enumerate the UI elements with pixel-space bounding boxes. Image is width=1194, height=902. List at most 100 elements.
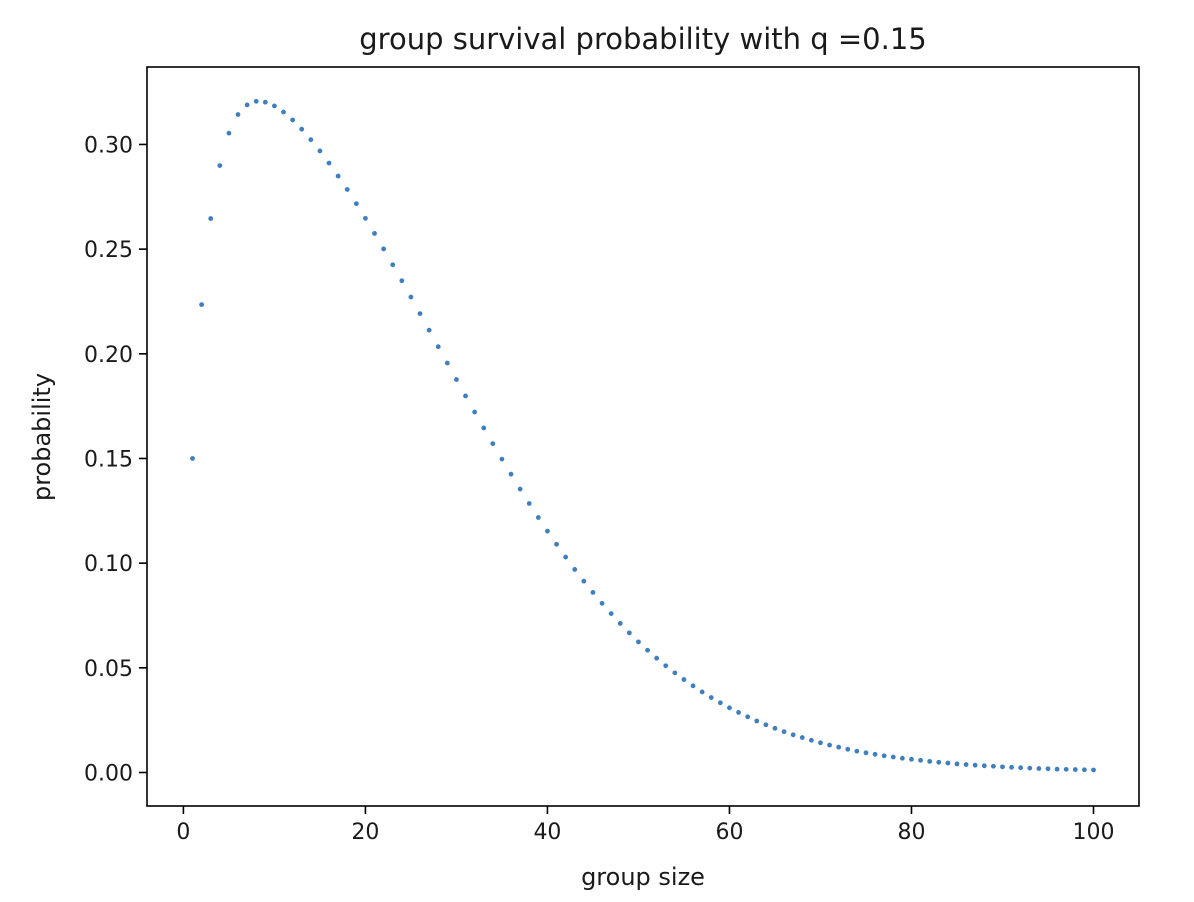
data-point [1063,766,1069,772]
plot-background [147,67,1139,806]
data-point [253,98,259,104]
data-point [454,377,459,382]
data-point [945,760,951,766]
y-tick-label: 0.00 [84,762,133,787]
chart-title: group survival probability with q =0.15 [359,22,926,56]
data-point [490,441,496,447]
data-point [1091,767,1096,773]
data-point [408,294,414,300]
data-point [736,710,741,715]
data-point [617,621,623,626]
data-point [963,762,969,767]
data-point [199,302,205,308]
data-point [1054,766,1060,772]
data-point [417,311,423,317]
x-tick-label: 100 [1072,820,1114,845]
data-point [927,759,933,764]
data-point [563,554,569,560]
data-point [344,187,350,192]
data-point [599,600,605,606]
data-point [1045,766,1051,772]
y-axis-ticks: 0.00 0.05 0.10 0.15 0.20 0.25 0.30 [84,133,147,787]
data-point [799,735,805,740]
data-point [290,117,296,123]
data-point [399,278,405,284]
data-point [581,578,587,584]
data-point [818,740,823,746]
data-point [1000,764,1005,770]
data-point [226,130,232,136]
data-point [435,344,441,350]
data-point [645,647,650,653]
data-point [235,112,241,117]
y-tick-label: 0.15 [84,447,133,472]
data-point [244,102,250,108]
data-point [909,756,914,762]
data-point [1072,767,1078,772]
x-axis-ticks: 0 20 40 60 80 100 [176,806,1114,845]
data-point [699,689,705,695]
data-point [890,754,896,760]
data-point [954,761,960,767]
data-points [190,98,1096,773]
y-tick-label: 0.30 [84,133,133,158]
data-point [827,742,832,748]
data-point [836,744,842,750]
data-point [517,486,523,492]
data-point [672,670,678,676]
data-point [545,528,550,534]
y-axis-label: probability [28,373,56,501]
data-point [299,126,305,132]
data-point [872,751,878,757]
plot-frame [146,66,1140,807]
data-point [863,750,869,756]
data-point [626,630,632,636]
data-point [335,173,341,179]
data-point [745,714,751,720]
data-point [972,762,978,768]
data-point [281,109,286,115]
data-point [881,753,887,759]
data-point [1009,764,1014,770]
x-tick-label: 80 [897,820,925,845]
data-point [781,729,787,735]
y-tick-label: 0.10 [84,552,133,577]
data-point [590,590,596,595]
data-point [1081,767,1087,773]
data-point [708,695,714,700]
data-point [272,103,277,109]
data-point [508,471,514,477]
data-point [572,567,578,572]
data-point [772,725,778,731]
data-point [526,501,532,506]
data-point [918,757,923,763]
data-point [690,683,696,689]
data-point [754,718,760,724]
data-point [1018,765,1024,771]
data-point [854,748,860,754]
data-point [717,700,723,706]
data-point [262,99,268,105]
x-tick-label: 0 [176,820,190,845]
y-tick-label: 0.05 [84,657,133,682]
data-point [654,655,660,661]
data-point [554,541,559,547]
data-point [981,763,987,769]
data-point [372,231,377,236]
data-point [845,746,851,752]
data-point [681,677,687,682]
data-point [308,137,314,143]
data-point [663,663,669,669]
data-point [727,705,732,711]
data-point [790,732,796,738]
x-tick-label: 40 [533,820,561,845]
x-tick-label: 20 [351,820,379,845]
data-point [1036,766,1042,771]
data-point [763,722,769,728]
data-point [808,737,814,743]
data-point [317,148,323,154]
x-tick-label: 60 [715,820,743,845]
data-point [363,215,368,221]
